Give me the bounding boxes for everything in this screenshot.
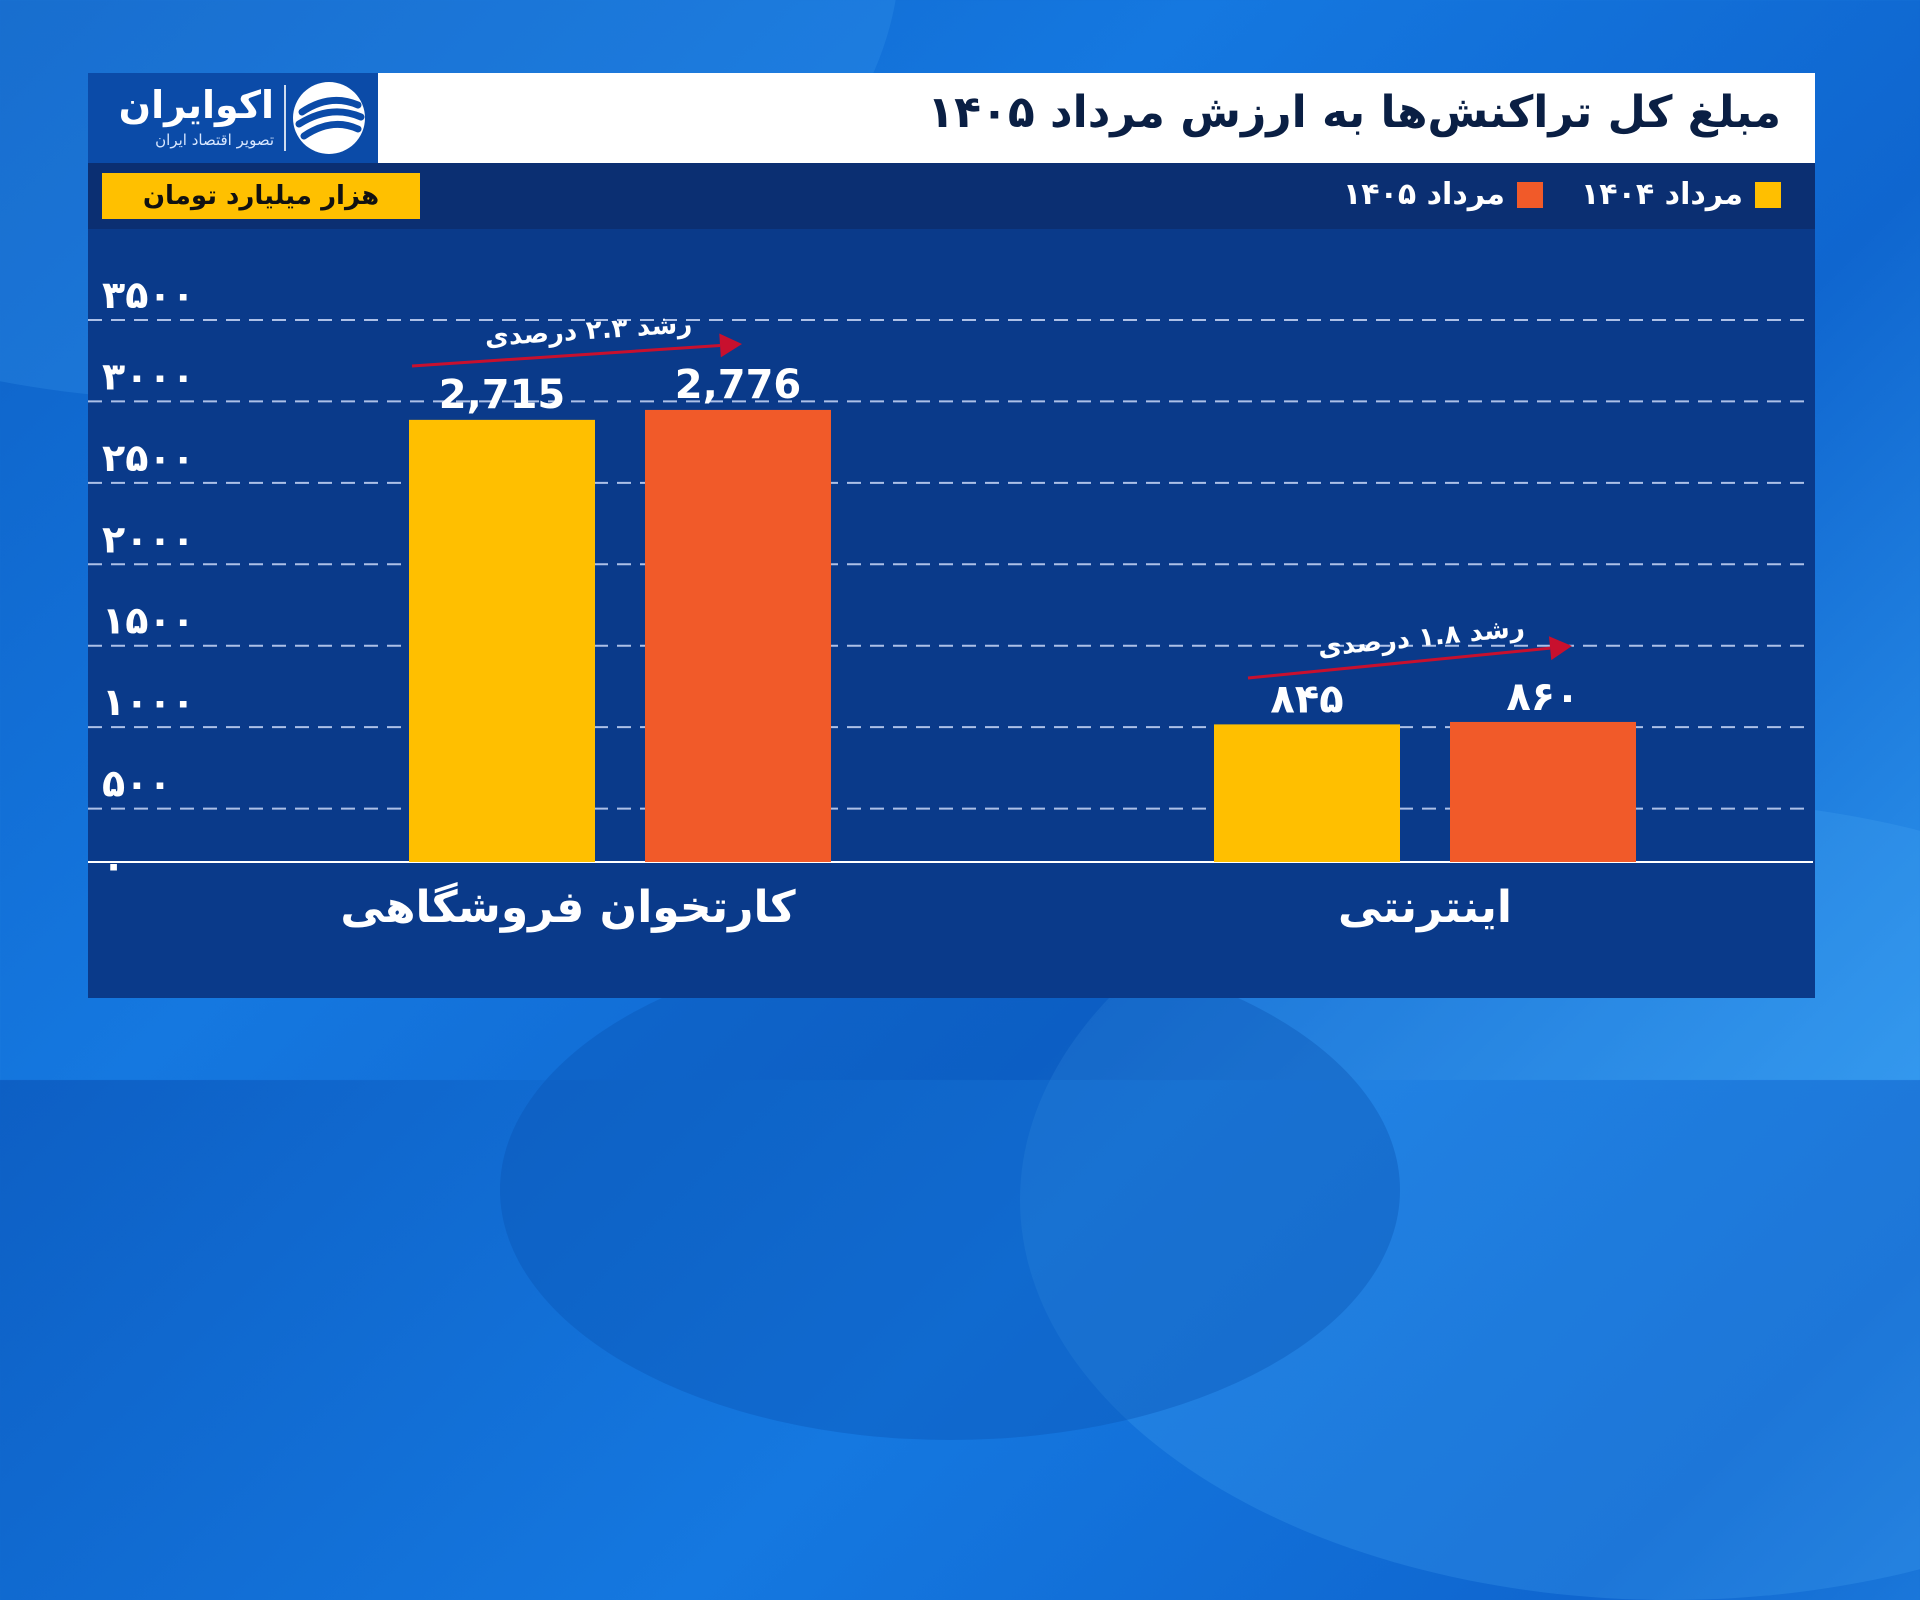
legend-swatch-1404 <box>1755 181 1781 208</box>
growth-arrowhead <box>1548 636 1572 661</box>
data-label: ۸۴۵ <box>1270 676 1343 722</box>
bar <box>409 419 595 862</box>
legend-label-1404: مرداد ۱۴۰۴ <box>1580 177 1743 212</box>
logo-name: اکوایران <box>118 83 274 127</box>
growth-arrow <box>411 343 721 368</box>
growth-annotation: رشد ۲.۳ درصدی <box>484 309 693 353</box>
y-tick-label: ۳۰۰۰ <box>102 354 195 398</box>
bar <box>1214 724 1400 862</box>
category-label: کارتخوان فروشگاهی <box>340 881 796 933</box>
growth-arrow <box>1247 646 1551 680</box>
legend: مرداد ۱۴۰۴ مرداد ۱۴۰۵ <box>1343 177 1781 212</box>
legend-item-1404: مرداد ۱۴۰۴ <box>1581 177 1781 212</box>
y-tick-label: ۱۵۰۰ <box>102 599 195 643</box>
bar-chart: ۰ ۵۰۰ ۱۰۰۰ ۱۵۰۰ ۲۰۰۰ ۲۵۰۰ ۳۰۰۰ ۳۵۰۰ 2,715 2,776 کا… <box>88 273 1813 933</box>
logo: اکوایران تصویر اقتصاد ایران <box>88 73 378 163</box>
bar <box>1450 721 1636 862</box>
growth-annotation: رشد ۱.۸ درصدی <box>1316 613 1526 663</box>
bar <box>645 409 831 862</box>
growth-arrowhead <box>719 333 742 358</box>
category-label: اینترنتی <box>1338 882 1512 933</box>
y-tick-label: ۲۰۰۰ <box>102 517 195 561</box>
logo-divider <box>284 85 286 151</box>
legend-label-1405: مرداد ۱۴۰۵ <box>1342 177 1505 212</box>
unit-label: هزار میلیارد تومان <box>102 173 420 219</box>
y-tick-label: ۵۰۰ <box>102 762 172 806</box>
logo-tagline: تصویر اقتصاد ایران <box>155 131 274 149</box>
y-tick-label: ۰ <box>102 843 125 887</box>
title-bar: مبلغ کل تراکنش‌ها به ارزش مرداد ۱۴۰۵ <box>378 73 1815 163</box>
chart-title: مبلغ کل تراکنش‌ها به ارزش مرداد ۱۴۰۵ <box>927 87 1781 138</box>
legend-item-1405: مرداد ۱۴۰۵ <box>1343 177 1543 212</box>
data-label: 2,715 <box>439 372 566 418</box>
y-tick-label: ۳۵۰۰ <box>102 273 195 317</box>
y-tick-label: ۲۵۰۰ <box>102 436 195 480</box>
logo-mark-icon <box>293 82 365 154</box>
data-label: ۸۶۰ <box>1506 674 1579 720</box>
legend-swatch-1405 <box>1516 181 1543 208</box>
data-label: 2,776 <box>675 362 802 408</box>
y-tick-label: ۱۰۰۰ <box>102 680 195 724</box>
